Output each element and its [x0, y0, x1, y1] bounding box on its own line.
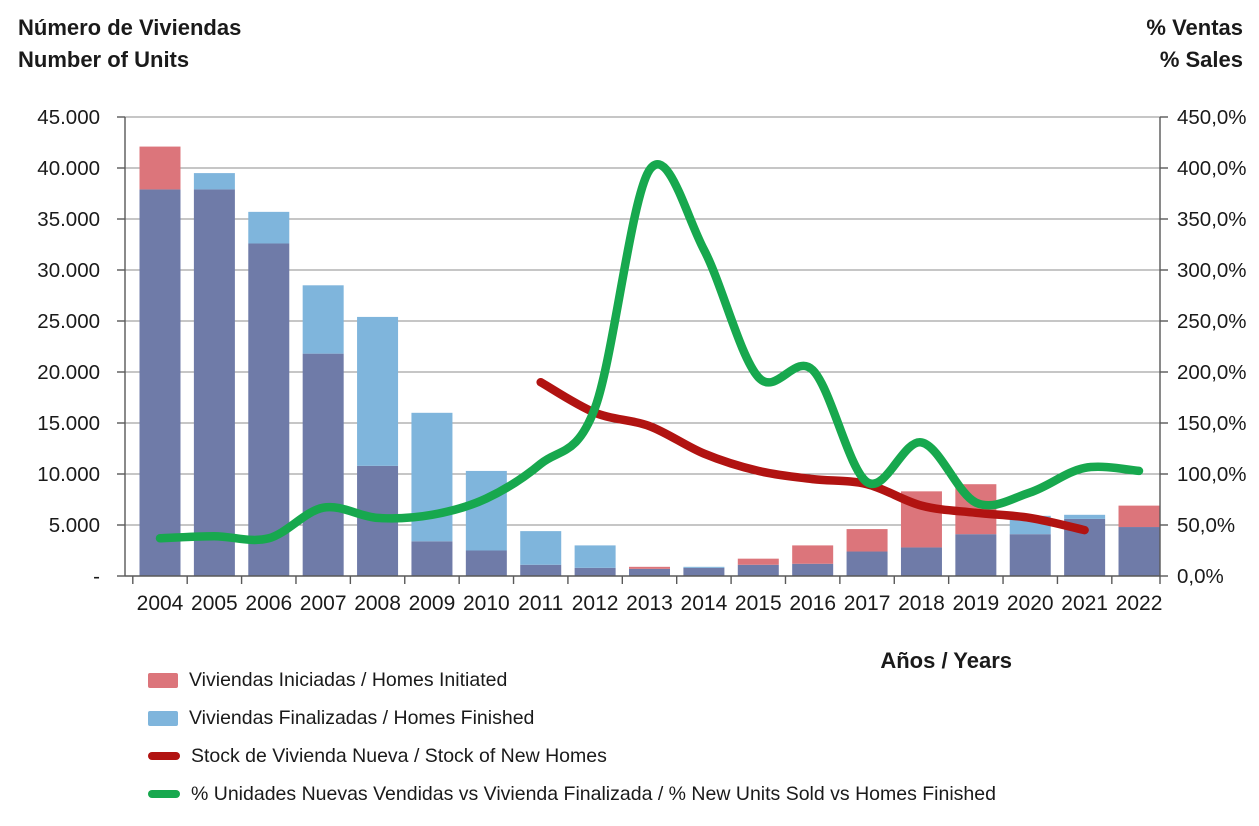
- left-axis-tick-label: 5.000: [49, 514, 100, 537]
- right-axis-tick-label: 400,0%: [1177, 157, 1247, 180]
- right-axis-tick-label: 50,0%: [1177, 514, 1235, 537]
- left-axis-title: Número de Viviendas Number of Units: [18, 12, 241, 76]
- x-axis-tick-label: 2020: [1007, 592, 1054, 615]
- legend-label: Stock de Vivienda Nueva / Stock of New H…: [191, 744, 607, 767]
- right-axis-tick-label: 300,0%: [1177, 259, 1247, 282]
- bar-overlap-2012: [574, 567, 616, 576]
- bar-top-2017: [846, 529, 888, 552]
- right-axis-title: % Ventas % Sales: [1146, 12, 1243, 76]
- bar-overlap-2016: [792, 563, 834, 576]
- right-axis-title-en: % Sales: [1159, 46, 1243, 72]
- bar-top-2012: [574, 545, 616, 568]
- bar-overlap-2007: [302, 353, 344, 576]
- x-axis-tick-label: 2006: [245, 592, 292, 615]
- bar-top-2008: [357, 316, 399, 466]
- bar-overlap-2006: [248, 243, 290, 577]
- right-axis-tick-label: 350,0%: [1177, 208, 1247, 231]
- legend-item-pct-sold: % Unidades Nuevas Vendidas vs Vivienda F…: [148, 775, 996, 813]
- right-axis-tick-label: 150,0%: [1177, 412, 1247, 435]
- bar-top-2016: [792, 545, 834, 564]
- x-axis-tick-label: 2013: [626, 592, 673, 615]
- homes-finished-swatch-icon: [148, 710, 178, 726]
- x-axis-tick-label: 2016: [789, 592, 836, 615]
- x-axis-tick-label: 2005: [191, 592, 238, 615]
- legend-label: % Unidades Nuevas Vendidas vs Vivienda F…: [191, 782, 996, 805]
- axes: [117, 116, 1168, 584]
- bar-overlap-2004: [139, 189, 181, 577]
- bar-top-2011: [520, 531, 562, 565]
- bar-top-2015: [737, 558, 779, 565]
- bar-overlap-2019: [955, 534, 997, 576]
- legend-item-stock-new-homes: Stock de Vivienda Nueva / Stock of New H…: [148, 737, 996, 775]
- right-axis-tick-label: 200,0%: [1177, 361, 1247, 384]
- left-axis-tick-label: 25.000: [37, 310, 100, 333]
- bar-overlap-2009: [411, 541, 453, 576]
- bar-top-2004: [139, 146, 181, 190]
- legend-label: Viviendas Iniciadas / Homes Initiated: [189, 668, 508, 691]
- left-axis-tick-label: 15.000: [37, 412, 100, 435]
- x-axis-tick-label: 2012: [572, 592, 619, 615]
- bar-top-2013: [629, 566, 671, 569]
- x-axis-tick-label: 2008: [354, 592, 401, 615]
- bar-overlap-2020: [1009, 534, 1051, 576]
- axis-tick-labels: 45.000 40.000 35.000 30.000 25.000 20.000 15.0…: [37, 106, 1246, 615]
- right-axis-title-es: % Ventas: [1146, 15, 1243, 40]
- bar-overlap-2022: [1118, 527, 1160, 576]
- bar-overlap-2017: [846, 551, 888, 576]
- bar-top-2007: [302, 285, 344, 354]
- stock-line-swatch-icon: [148, 752, 180, 760]
- bar-top-2022: [1118, 505, 1160, 528]
- left-axis-tick-label: 30.000: [37, 259, 100, 282]
- x-axis-tick-label: 2010: [463, 592, 510, 615]
- bar-top-2009: [411, 412, 453, 542]
- left-axis-title-en: Number of Units: [18, 46, 190, 72]
- pct-sold-line: [155, 160, 1144, 545]
- bar-overlap-2013: [629, 568, 671, 576]
- stock-line: [536, 377, 1089, 535]
- bar-overlap-2015: [737, 564, 779, 576]
- right-axis-tick-label: 0,0%: [1177, 565, 1224, 588]
- bar-top-2005: [193, 173, 235, 190]
- bar-top-2010: [465, 470, 507, 551]
- x-axis-tick-label: 2019: [952, 592, 999, 615]
- x-axis-tick-label: 2007: [300, 592, 347, 615]
- legend-label: Viviendas Finalizadas / Homes Finished: [189, 706, 535, 729]
- bar-top-2006: [248, 211, 290, 244]
- bar-overlap-2005: [193, 189, 235, 577]
- bar-overlap-2010: [465, 550, 507, 576]
- homes-initiated-swatch-icon: [148, 672, 178, 688]
- x-axis-tick-label: 2004: [137, 592, 184, 615]
- x-axis-tick-label: 2021: [1061, 592, 1108, 615]
- right-axis-tick-label: 250,0%: [1177, 310, 1247, 333]
- left-axis-tick-label: 20.000: [37, 361, 100, 384]
- left-axis-tick-label: 10.000: [37, 463, 100, 486]
- x-axis-tick-label: 2009: [409, 592, 456, 615]
- x-axis-title: Años / Years: [880, 648, 1012, 673]
- x-axis-tick-label: 2017: [844, 592, 891, 615]
- right-axis-tick-label: 450,0%: [1177, 106, 1247, 129]
- x-axis-tick-label: 2022: [1116, 592, 1163, 615]
- left-axis-tick-label: 45.000: [37, 106, 100, 129]
- bar-overlap-2018: [900, 547, 942, 576]
- legend-item-homes-initiated: Viviendas Iniciadas / Homes Initiated: [148, 661, 996, 699]
- bar-overlap-2014: [683, 567, 725, 576]
- bar-overlap-2011: [520, 564, 562, 576]
- left-axis-title-es: Número de Viviendas: [18, 15, 242, 40]
- pct-sold-line-swatch-icon: [148, 790, 180, 798]
- x-axis-tick-label: 2018: [898, 592, 945, 615]
- left-axis-tick-label: -: [93, 565, 100, 588]
- left-axis-tick-label: 35.000: [37, 208, 100, 231]
- legend-item-homes-finished: Viviendas Finalizadas / Homes Finished: [148, 699, 996, 737]
- bar-top-2021: [1064, 514, 1106, 519]
- x-axis-tick-label: 2014: [681, 592, 728, 615]
- bar-top-2014: [683, 566, 725, 568]
- x-axis-tick-label: 2011: [518, 592, 563, 615]
- x-axis-tick-label: 2015: [735, 592, 782, 615]
- right-axis-tick-label: 100,0%: [1177, 463, 1247, 486]
- legend: Viviendas Iniciadas / Homes Initiated Vi…: [148, 661, 996, 813]
- left-axis-tick-label: 40.000: [37, 157, 100, 180]
